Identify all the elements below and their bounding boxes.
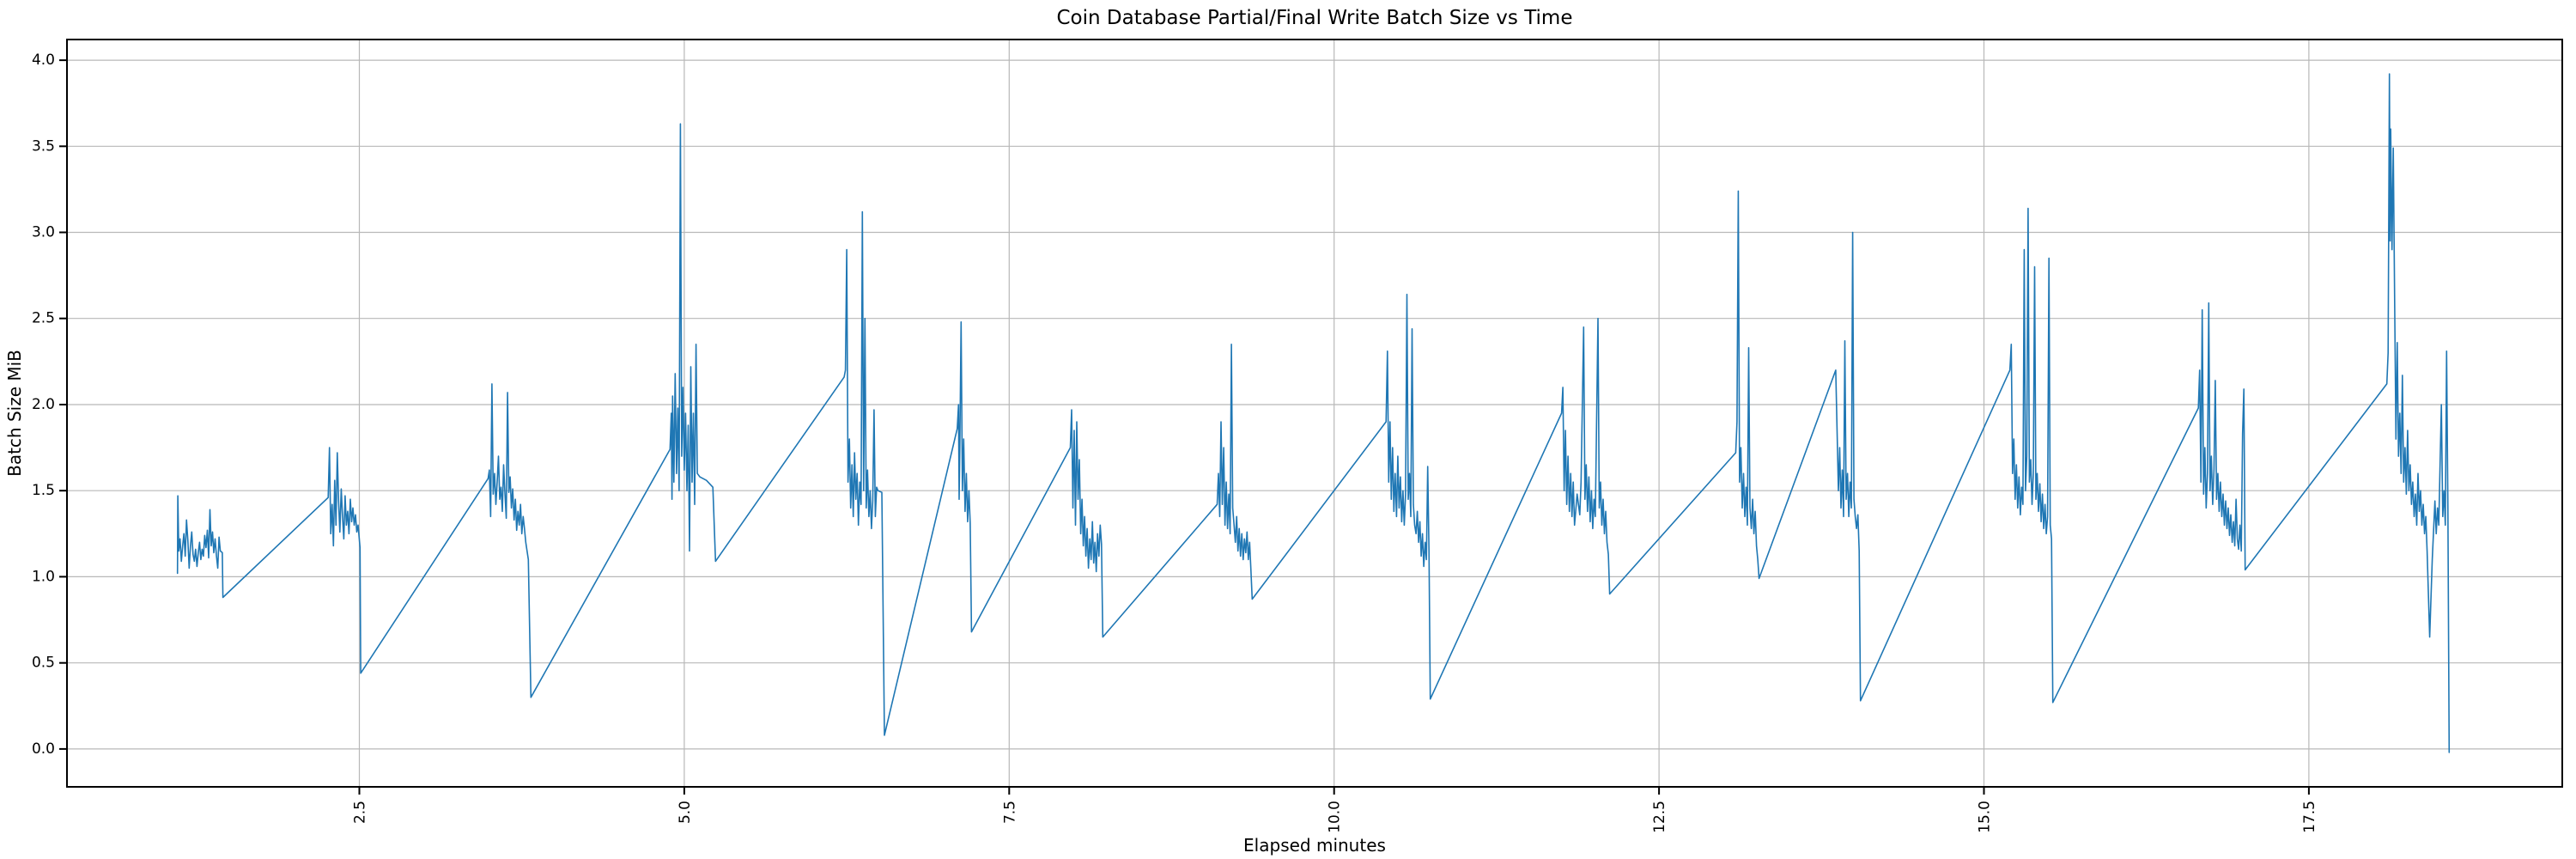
x-tick-label-10.0: 10.0 (1327, 801, 1344, 833)
y-tick-label-0.0: 0.0 (32, 740, 55, 758)
x-tick-label-2.5: 2.5 (352, 801, 369, 824)
axes-spines (66, 39, 2563, 788)
chart-title: Coin Database Partial/Final Write Batch … (1057, 7, 1573, 29)
y-tick-label-3.5: 3.5 (32, 137, 55, 155)
batch-size-line-series (176, 73, 2451, 753)
x-tick-label-17.5: 17.5 (2301, 801, 2318, 833)
y-tick-label-1.0: 1.0 (32, 568, 55, 585)
y-tick-label-3.0: 3.0 (32, 224, 55, 241)
x-tick-label-5.0: 5.0 (677, 801, 694, 824)
y-tick-label-2.5: 2.5 (32, 310, 55, 327)
y-tick-label-2.0: 2.0 (32, 396, 55, 413)
x-tick-label-12.5: 12.5 (1651, 801, 1668, 833)
grid-lines (67, 40, 2562, 787)
x-axis-label: Elapsed minutes (1243, 835, 1386, 856)
data-series-layer (176, 73, 2451, 753)
y-axis-label: Batch Size MiB (4, 350, 25, 477)
axes-layer (59, 39, 2563, 795)
y-tick-label-4.0: 4.0 (32, 52, 55, 69)
y-tick-label-1.5: 1.5 (32, 482, 55, 499)
x-tick-label-15.0: 15.0 (1977, 801, 1994, 833)
y-tick-label-0.5: 0.5 (32, 655, 55, 672)
x-tick-label-7.5: 7.5 (1001, 801, 1018, 824)
tick-label-layer: 2.5 5.0 7.5 10.0 12.5 15.0 17.5 0.0 0.5 1.0 1.5 2.0… (32, 52, 2318, 833)
